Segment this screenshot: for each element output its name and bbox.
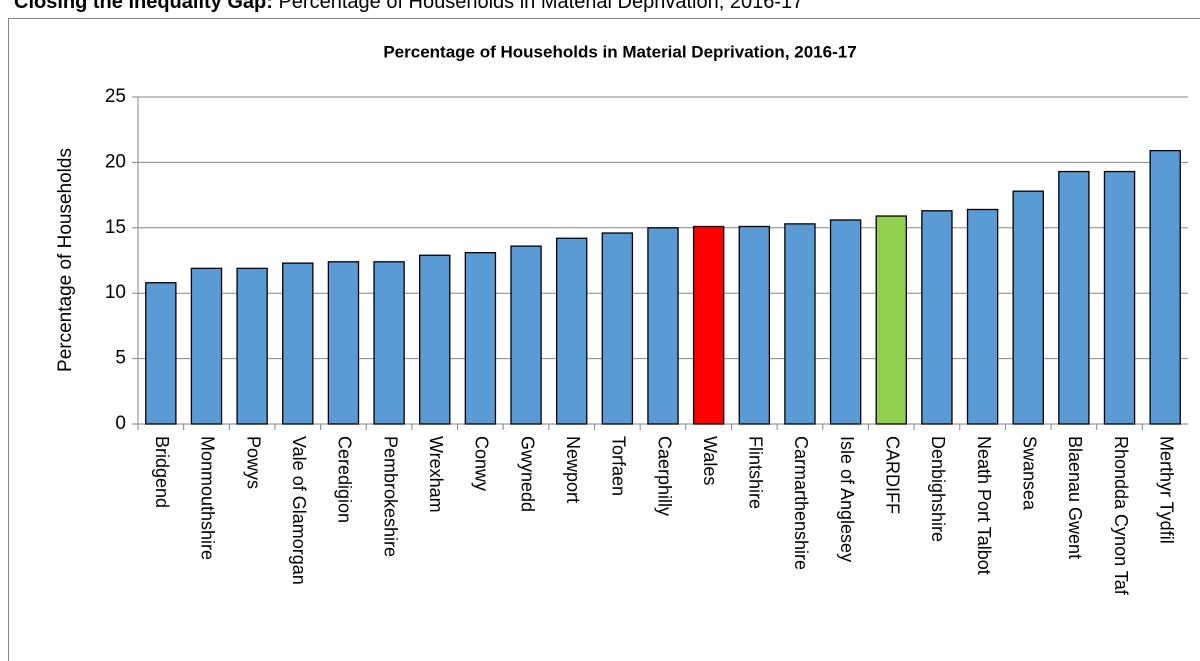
bar xyxy=(282,262,314,425)
x-tick-label: Caerphilly xyxy=(654,436,674,516)
x-tick-label: CARDIFF xyxy=(883,436,903,514)
bar xyxy=(1058,170,1090,425)
bar xyxy=(1103,170,1136,425)
x-tick-label: Newport xyxy=(563,436,583,503)
bar xyxy=(784,223,816,425)
y-tick-label: 10 xyxy=(105,282,126,303)
page-heading: Closing the Inequality Gap: Percentage o… xyxy=(14,0,803,14)
x-tick-label: Flintshire xyxy=(746,436,766,509)
bar xyxy=(373,261,405,425)
y-tick-label: 15 xyxy=(105,217,126,238)
chart-title: Percentage of Households in Material Dep… xyxy=(383,42,856,61)
bar xyxy=(464,252,497,425)
y-tick-label: 0 xyxy=(115,413,126,434)
y-axis-title: Percentage of Households xyxy=(55,148,76,372)
bar xyxy=(1149,149,1181,425)
bar xyxy=(327,261,360,425)
chart-border xyxy=(8,18,1200,661)
x-tick-label: Torfaen xyxy=(609,436,629,496)
x-tick-label: Blaenau Gwent xyxy=(1065,436,1085,559)
bar xyxy=(921,210,953,425)
bar xyxy=(966,208,999,425)
bar xyxy=(647,227,679,425)
bar xyxy=(236,267,268,425)
y-tick-label: 5 xyxy=(115,348,126,369)
bar xyxy=(601,232,634,425)
x-tick-label: Monmouthshire xyxy=(198,436,218,560)
x-tick-label: Wrexham xyxy=(426,436,446,513)
bar xyxy=(738,225,771,425)
x-tick-label: Conwy xyxy=(472,436,492,491)
bar xyxy=(555,237,588,425)
heading-bold: Closing the Inequality Gap: xyxy=(14,0,273,13)
x-tick-label: Powys xyxy=(243,436,263,489)
x-tick-label: Pembrokeshire xyxy=(380,436,400,557)
bar xyxy=(510,245,542,425)
x-tick-label: Denbighshire xyxy=(928,436,948,542)
bar xyxy=(190,267,223,425)
x-tick-label: Rhondda Cynon Taf xyxy=(1111,436,1131,596)
x-tick-label: Wales xyxy=(700,436,720,485)
x-tick-label: Swansea xyxy=(1019,436,1039,511)
y-tick-label: 20 xyxy=(105,151,126,172)
x-tick-label: Ceredigion xyxy=(335,436,355,523)
x-tick-label: Gwynedd xyxy=(517,436,537,512)
bar xyxy=(145,282,177,425)
y-tick-label: 25 xyxy=(105,86,126,107)
bar xyxy=(829,219,862,425)
x-tick-label: Bridgend xyxy=(152,436,172,508)
bar xyxy=(692,225,725,425)
heading-rest: Percentage of Households in Material Dep… xyxy=(278,0,804,13)
x-tick-label: Carmarthenshire xyxy=(791,436,811,570)
x-tick-label: Neath Port Talbot xyxy=(974,436,994,575)
bar xyxy=(875,215,907,425)
bar xyxy=(419,254,451,425)
x-tick-label: Merthyr Tydfil xyxy=(1156,436,1176,544)
x-tick-label: Vale of Glamorgan xyxy=(289,436,309,585)
x-tick-label: Isle of Anglesey xyxy=(837,436,857,562)
bar xyxy=(1012,190,1044,425)
